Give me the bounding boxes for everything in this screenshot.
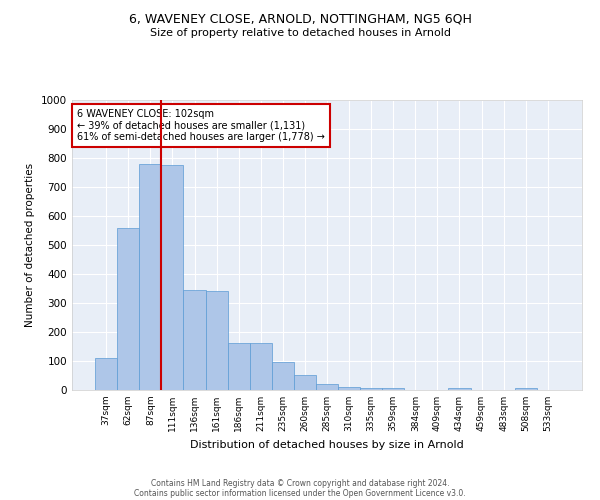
- Bar: [139, 164, 161, 390]
- Bar: [227, 342, 250, 390]
- Text: Contains HM Land Registry data © Crown copyright and database right 2024.: Contains HM Land Registry data © Crown c…: [151, 478, 449, 488]
- X-axis label: Distribution of detached houses by size in Arnold: Distribution of detached houses by size …: [190, 440, 464, 450]
- Y-axis label: Number of detached properties: Number of detached properties: [25, 163, 35, 327]
- Text: 6, WAVENEY CLOSE, ARNOLD, NOTTINGHAM, NG5 6QH: 6, WAVENEY CLOSE, ARNOLD, NOTTINGHAM, NG…: [128, 12, 472, 26]
- Bar: [206, 292, 227, 390]
- Bar: [448, 388, 470, 390]
- Bar: [316, 384, 338, 390]
- Bar: [184, 290, 206, 390]
- Bar: [515, 388, 537, 390]
- Bar: [382, 388, 404, 390]
- Text: 6 WAVENEY CLOSE: 102sqm
← 39% of detached houses are smaller (1,131)
61% of semi: 6 WAVENEY CLOSE: 102sqm ← 39% of detache…: [77, 108, 325, 142]
- Bar: [250, 342, 272, 390]
- Bar: [294, 375, 316, 390]
- Bar: [338, 386, 360, 390]
- Bar: [117, 228, 139, 390]
- Bar: [161, 166, 184, 390]
- Text: Contains public sector information licensed under the Open Government Licence v3: Contains public sector information licen…: [134, 488, 466, 498]
- Bar: [272, 362, 294, 390]
- Bar: [95, 358, 117, 390]
- Text: Size of property relative to detached houses in Arnold: Size of property relative to detached ho…: [149, 28, 451, 38]
- Bar: [360, 388, 382, 390]
